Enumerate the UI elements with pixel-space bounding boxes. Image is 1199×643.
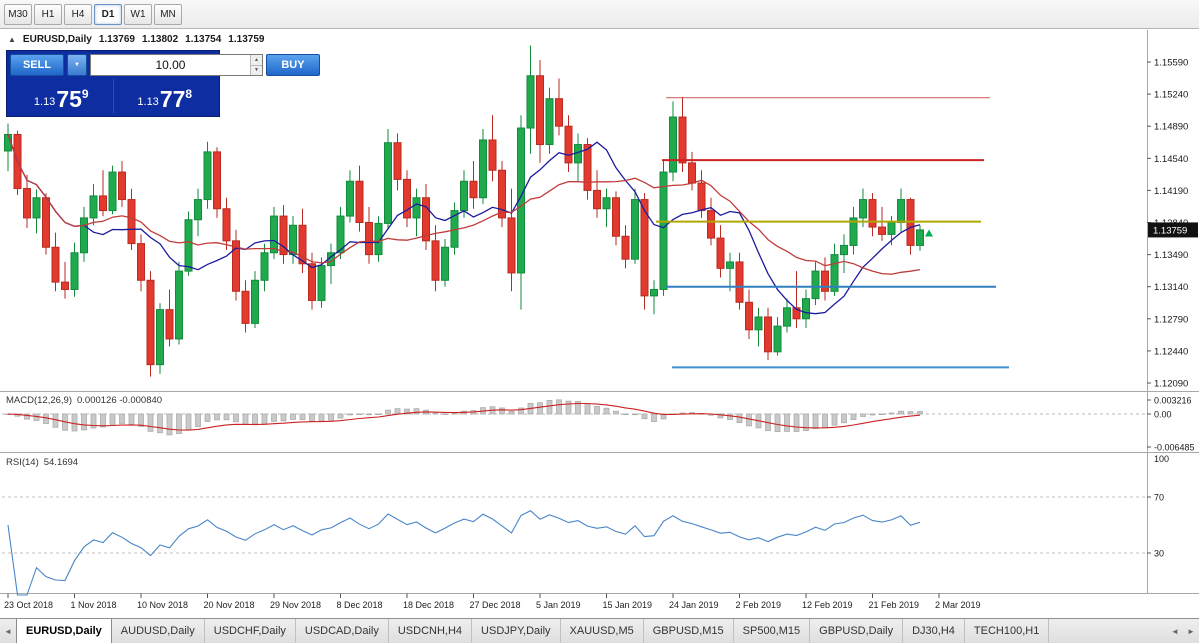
timeframe-button-d1[interactable]: D1 <box>94 3 122 25</box>
svg-text:2 Feb 2019: 2 Feb 2019 <box>736 600 782 610</box>
dropdown-arrow-icon: ▼ <box>74 62 80 68</box>
ohlc-open: 1.13769 <box>98 34 135 45</box>
rsi-value: 54.1694 <box>43 457 79 468</box>
symbol-tab[interactable]: DJ30,H4 <box>903 619 965 643</box>
macd-name: MACD(12,26,9) <box>6 395 72 406</box>
tabs-scroll-next-icon[interactable]: ► <box>1187 626 1195 636</box>
svg-text:15 Jan 2019: 15 Jan 2019 <box>603 600 653 610</box>
timeframe-button-w1[interactable]: W1 <box>124 3 152 25</box>
sell-price-pip: 9 <box>81 87 89 101</box>
spin-up-icon[interactable]: ▲ <box>250 55 262 66</box>
buy-button[interactable]: BUY <box>265 54 320 76</box>
svg-text:12 Feb 2019: 12 Feb 2019 <box>802 600 853 610</box>
tabs-scroll-prev-icon[interactable]: ◄ <box>1171 626 1179 636</box>
svg-text:1.14540: 1.14540 <box>1154 154 1188 165</box>
volume-box: ▲ ▼ <box>89 54 263 76</box>
svg-text:1.13490: 1.13490 <box>1154 250 1188 261</box>
svg-text:1.14890: 1.14890 <box>1154 122 1188 133</box>
buy-price-big: 77 <box>159 86 186 113</box>
chart-tabs-bar: ◄ EURUSD,Daily AUDUSD,Daily USDCHF,Daily US… <box>0 618 1199 643</box>
ohlc-low: 1.13754 <box>185 34 222 45</box>
svg-text:0.00: 0.00 <box>1154 410 1172 420</box>
sell-button[interactable]: SELL <box>10 54 64 76</box>
buy-price-pip: 8 <box>185 87 193 101</box>
volume-stepper[interactable]: ▲ ▼ <box>249 55 262 75</box>
svg-text:10 Nov 2018: 10 Nov 2018 <box>137 600 188 610</box>
svg-text:1.13140: 1.13140 <box>1154 282 1188 293</box>
volume-input[interactable] <box>90 55 250 75</box>
svg-text:23 Oct 2018: 23 Oct 2018 <box>4 600 53 610</box>
svg-text:20 Nov 2018: 20 Nov 2018 <box>204 600 255 610</box>
svg-text:1.13759: 1.13759 <box>1153 225 1187 236</box>
svg-text:100: 100 <box>1154 454 1169 464</box>
symbol-tab[interactable]: XAUUSD,M5 <box>561 619 644 643</box>
tabs-scroll-left-icon[interactable]: ◄ <box>4 626 12 636</box>
symbol-tab[interactable]: USDCNH,H4 <box>389 619 473 643</box>
svg-text:70: 70 <box>1154 493 1164 503</box>
symbol-tab[interactable]: USDCAD,Daily <box>296 619 389 643</box>
timeframe-button-m30[interactable]: M30 <box>4 3 32 25</box>
timeframe-toolbar: M30 H1 H4 D1 W1 MN <box>0 0 1199 29</box>
order-options-dropdown[interactable]: ▼ <box>67 54 87 76</box>
symbol-tab[interactable]: TECH100,H1 <box>965 619 1050 643</box>
collapse-panel-icon[interactable]: ▲ <box>8 35 16 44</box>
symbol-tab[interactable]: GBPUSD,M15 <box>644 619 734 643</box>
symbol-tab[interactable]: GBPUSD,Daily <box>810 619 904 643</box>
svg-text:24 Jan 2019: 24 Jan 2019 <box>669 600 719 610</box>
macd-values: 0.000126 -0.000840 <box>77 395 163 406</box>
chart-symbol-label: EURUSD,Daily <box>22 34 92 45</box>
svg-text:8 Dec 2018: 8 Dec 2018 <box>337 600 383 610</box>
svg-text:5 Jan 2019: 5 Jan 2019 <box>536 600 581 610</box>
svg-text:27 Dec 2018: 27 Dec 2018 <box>470 600 521 610</box>
svg-text:0.003216: 0.003216 <box>1154 396 1192 406</box>
svg-text:1.12790: 1.12790 <box>1154 314 1188 325</box>
svg-text:-0.006485: -0.006485 <box>1154 443 1195 453</box>
svg-text:1.15590: 1.15590 <box>1154 58 1188 69</box>
sell-price-prefix: 1.13 <box>33 96 56 108</box>
symbol-tab[interactable]: USDCHF,Daily <box>205 619 296 643</box>
chart-header: ▲ EURUSD,Daily 1.13769 1.13802 1.13754 1… <box>8 34 264 45</box>
svg-text:1.12440: 1.12440 <box>1154 346 1188 357</box>
timeframe-button-h4[interactable]: H4 <box>64 3 92 25</box>
buy-price-prefix: 1.13 <box>137 96 159 108</box>
svg-text:29 Nov 2018: 29 Nov 2018 <box>270 600 321 610</box>
svg-text:1.12090: 1.12090 <box>1154 379 1188 390</box>
one-click-trading-panel: SELL ▼ ▲ ▼ BUY 1.13 75 9 1.13 77 8 <box>6 50 320 117</box>
svg-text:1.15240: 1.15240 <box>1154 90 1188 101</box>
svg-text:30: 30 <box>1154 549 1164 559</box>
timeframe-button-h1[interactable]: H1 <box>34 3 62 25</box>
ohlc-high: 1.13802 <box>141 34 179 45</box>
ohlc-close: 1.13759 <box>228 34 265 45</box>
rsi-label: RSI(14) 54.1694 <box>6 457 78 468</box>
timeframe-button-mn[interactable]: MN <box>154 3 182 25</box>
svg-text:21 Feb 2019: 21 Feb 2019 <box>869 600 920 610</box>
svg-text:18 Dec 2018: 18 Dec 2018 <box>403 600 454 610</box>
symbol-tab[interactable]: AUDUSD,Daily <box>112 619 205 643</box>
sell-price-display[interactable]: 1.13 75 9 <box>10 79 114 113</box>
spin-down-icon[interactable]: ▼ <box>250 65 262 75</box>
tabs-list: EURUSD,Daily AUDUSD,Daily USDCHF,Daily USDC… <box>16 619 1167 643</box>
svg-text:2 Mar 2019: 2 Mar 2019 <box>935 600 981 610</box>
symbol-tab[interactable]: EURUSD,Daily <box>16 619 112 643</box>
svg-text:1.14190: 1.14190 <box>1154 186 1188 197</box>
svg-text:1 Nov 2018: 1 Nov 2018 <box>71 600 117 610</box>
buy-price-display[interactable]: 1.13 77 8 <box>114 79 217 113</box>
macd-label: MACD(12,26,9) 0.000126 -0.000840 <box>6 395 162 406</box>
sell-price-big: 75 <box>56 86 82 113</box>
symbol-tab[interactable]: USDJPY,Daily <box>472 619 561 643</box>
symbol-tab[interactable]: SP500,M15 <box>734 619 811 643</box>
rsi-name: RSI(14) <box>6 457 39 468</box>
